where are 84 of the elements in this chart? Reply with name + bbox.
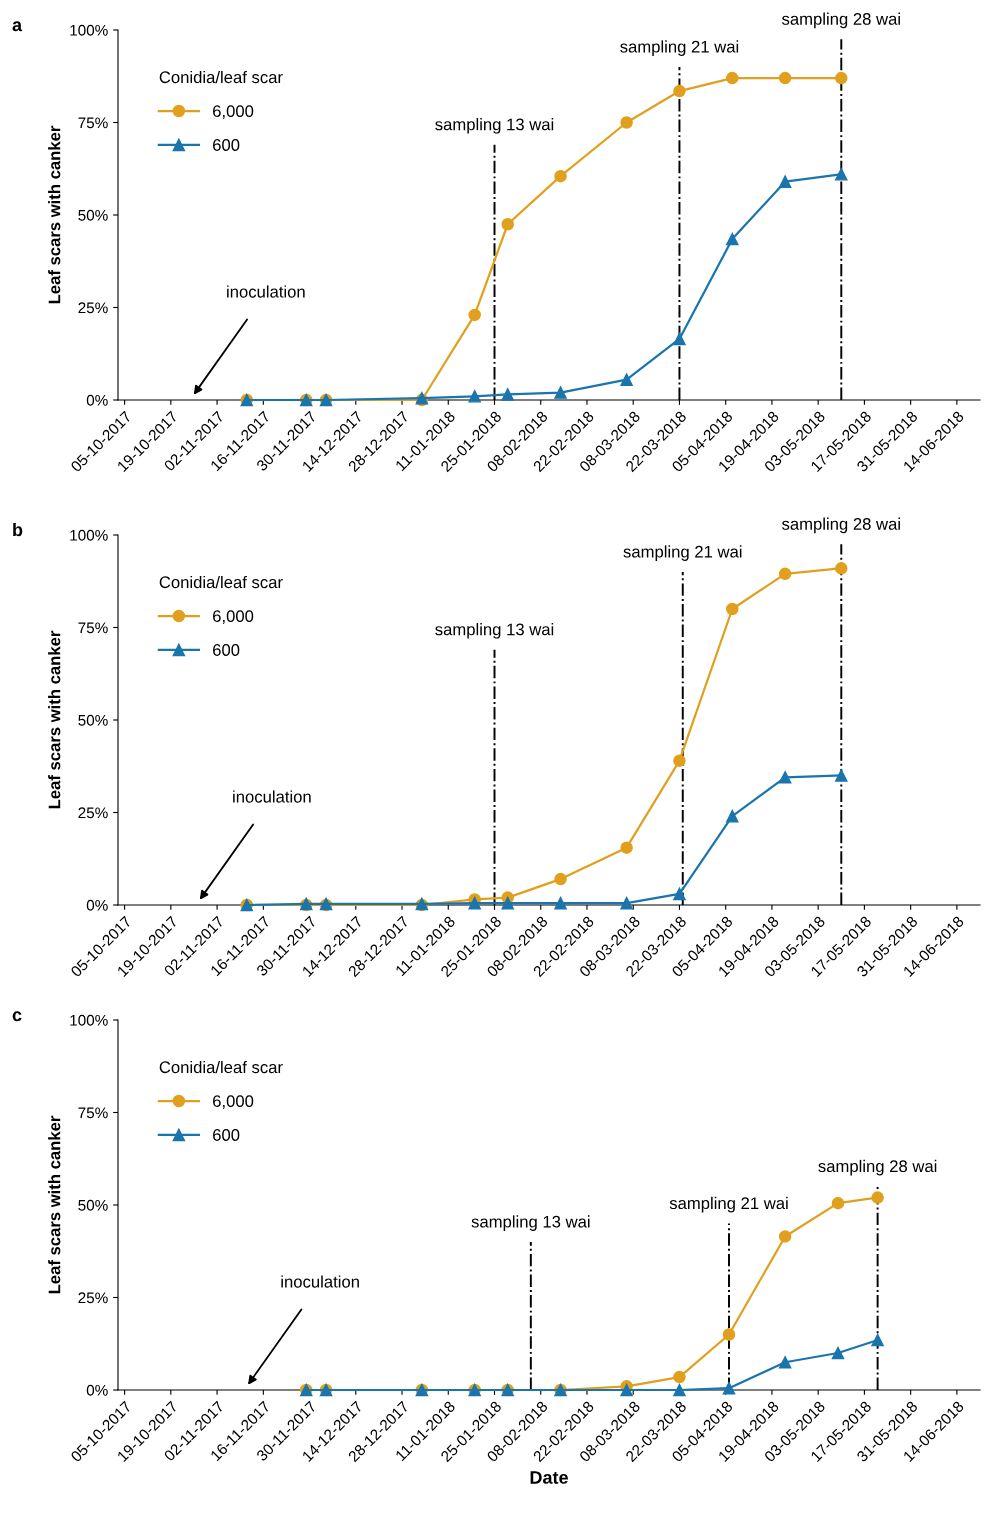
point: [778, 175, 792, 188]
point: [554, 169, 567, 183]
point: [778, 71, 792, 85]
y-tick-label: 50%: [78, 714, 108, 726]
y-axis-title: Leaf scars with canker: [48, 630, 61, 809]
ref-line-label: sampling 28 wai: [782, 517, 900, 534]
point: [726, 809, 739, 823]
point: [554, 896, 567, 910]
y-tick-label: 50%: [78, 1199, 108, 1211]
y-tick-label: 25%: [78, 807, 108, 819]
y-tick-label: 100%: [70, 24, 108, 36]
point: [620, 116, 633, 129]
legend-label: 6,000: [213, 610, 254, 624]
point: [501, 217, 514, 231]
legend-label: 600: [213, 644, 240, 656]
point: [673, 1370, 686, 1384]
y-tick-label: 75%: [78, 117, 108, 129]
point: [835, 562, 848, 575]
ref-line-label: sampling 28 wai: [818, 1159, 937, 1176]
annotation: inoculation: [233, 790, 311, 803]
point: [778, 771, 792, 784]
y-tick-label: 75%: [78, 1107, 108, 1119]
legend-title: Conidia/leaf scar: [159, 1060, 283, 1074]
point: [871, 1191, 884, 1204]
annotation: inoculation: [281, 1275, 359, 1288]
legend-label: 600: [213, 1129, 240, 1141]
point: [620, 896, 633, 910]
y-tick-label: 0%: [86, 899, 108, 911]
point: [871, 1333, 884, 1347]
legend-label: 6,000: [213, 1095, 254, 1109]
text: b: [13, 523, 23, 537]
x-axis-title: Date: [530, 1471, 568, 1484]
point: [726, 232, 739, 246]
ref-line-label: sampling 28 wai: [782, 12, 900, 29]
y-axis-title: Leaf scars with canker: [48, 1115, 61, 1294]
point: [726, 602, 739, 616]
y-tick-label: 25%: [78, 1292, 108, 1304]
point: [673, 1383, 686, 1397]
ref-line-label: sampling 21 wai: [623, 545, 742, 561]
point: [468, 896, 481, 910]
point: [831, 1346, 845, 1360]
point: [554, 872, 567, 886]
ref-line-label: sampling 21 wai: [620, 40, 739, 56]
point: [673, 332, 686, 346]
legend-label: 600: [213, 139, 240, 151]
point: [673, 887, 686, 901]
point: [778, 1355, 792, 1369]
point: [778, 567, 792, 581]
text: a: [12, 21, 23, 32]
point: [831, 1196, 845, 1210]
y-tick-label: 100%: [70, 529, 108, 541]
point: [722, 1381, 736, 1395]
point: [620, 841, 633, 854]
point: [835, 71, 848, 85]
y-tick-label: 100%: [70, 1014, 108, 1026]
y-tick-label: 0%: [86, 1384, 108, 1396]
point: [722, 1328, 736, 1341]
point: [835, 168, 848, 181]
ref-line-label: sampling 13 wai: [435, 118, 554, 134]
point: [468, 390, 481, 403]
ref-line-label: sampling 13 wai: [471, 1215, 590, 1231]
point: [673, 754, 686, 767]
y-tick-label: 50%: [78, 209, 108, 221]
point: [501, 896, 514, 910]
y-tick-label: 25%: [78, 302, 108, 314]
point: [620, 1383, 633, 1397]
point: [468, 308, 481, 322]
legend-title: Conidia/leaf scar: [159, 70, 283, 84]
point: [778, 1230, 792, 1243]
y-axis-title: Leaf scars with canker: [48, 125, 61, 304]
legend-label: 6,000: [213, 105, 254, 119]
text: c: [12, 1011, 22, 1022]
ref-line-label: sampling 21 wai: [669, 1196, 788, 1213]
point: [554, 386, 567, 399]
point: [501, 388, 514, 401]
y-tick-label: 75%: [78, 622, 108, 634]
legend-title: Conidia/leaf scar: [159, 575, 283, 589]
point: [726, 71, 739, 85]
ref-line-label: sampling 13 wai: [435, 623, 554, 639]
point: [620, 373, 633, 386]
y-tick-label: 0%: [86, 394, 108, 406]
point: [673, 84, 686, 98]
annotation: inoculation: [227, 285, 305, 298]
point: [835, 769, 848, 782]
